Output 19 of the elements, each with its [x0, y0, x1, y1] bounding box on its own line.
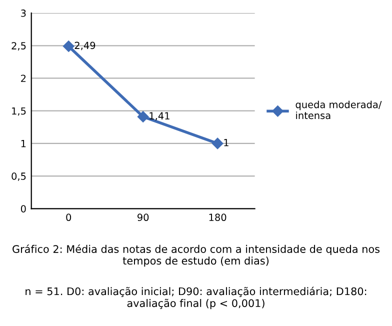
y-tick-label: 0,5 [12, 172, 26, 181]
point [212, 138, 224, 150]
point [62, 40, 74, 52]
data-label: 2,49 [74, 42, 96, 50]
text: n = 51. D0: avaliação inicial; D90: avaliação intermediária; D180: avaliação final (p < 0,001) [26, 286, 366, 310]
y-tick-label: 1,5 [12, 107, 26, 116]
y-tick-label: 3 [21, 10, 26, 17]
text: Gráfico 2: Média das notas de acordo com a intensidade de queda nos tempos de estudo (em dias) [12, 244, 380, 267]
x-tick-label: 90 [138, 214, 149, 222]
y-tick-label: 2,5 [12, 42, 26, 50]
y-tick-label: 0 [20, 205, 26, 212]
data-label: 1 [224, 139, 228, 146]
y-tick-label: 1 [21, 140, 26, 148]
legend-label: queda moderada/ intensa [296, 100, 382, 120]
point [137, 111, 149, 122]
x-tick-label: 180 [209, 214, 226, 222]
y-tick-label: 2 [21, 74, 26, 82]
x-tick-label: 0 [66, 214, 72, 222]
data-label: 1,41 [150, 112, 170, 121]
